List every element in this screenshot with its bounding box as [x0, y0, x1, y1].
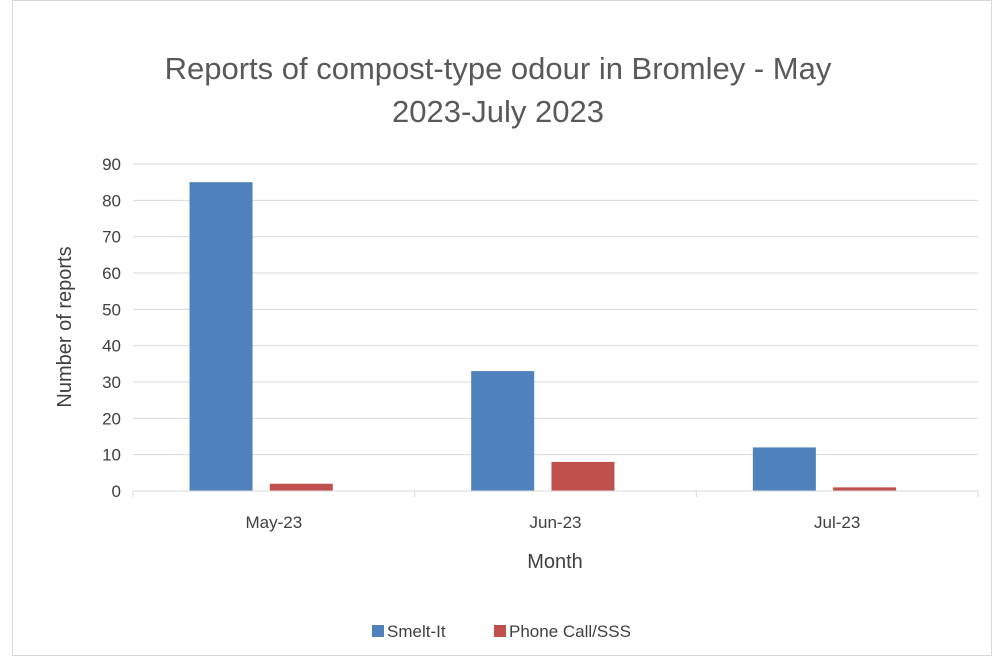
y-axis-ticks: 0 10 20 30 40 50 60 70 80 90	[102, 155, 121, 501]
y-tick-label: 0	[112, 482, 121, 501]
bar-smelt-it-2	[752, 447, 816, 491]
chart-title-line-2: 2023-July 2023	[392, 94, 604, 129]
gridlines	[133, 163, 978, 456]
y-tick-label: 10	[102, 446, 121, 465]
x-tick-label: Jul-23	[814, 513, 860, 532]
chart-title-line-1: Reports of compost-type odour in Bromley…	[165, 51, 832, 86]
y-tick-label: 30	[102, 373, 121, 392]
legend-swatch-phone-call-sss	[494, 625, 506, 637]
y-tick-label: 80	[102, 191, 121, 210]
bar-phone-call-sss-1	[551, 461, 615, 491]
y-tick-label: 50	[102, 300, 121, 319]
legend-label: Smelt-It	[387, 622, 446, 641]
x-tick-label: May-23	[245, 513, 302, 532]
x-axis-title: Month	[527, 551, 583, 573]
y-tick-label: 20	[102, 409, 121, 428]
bars	[189, 182, 897, 491]
y-tick-label: 90	[102, 155, 121, 174]
legend-swatch-smelt-it	[372, 625, 384, 637]
x-tick-label: Jun-23	[530, 513, 582, 532]
bar-phone-call-sss-0	[269, 483, 333, 491]
y-tick-label: 60	[102, 264, 121, 283]
bar-phone-call-sss-2	[833, 487, 897, 491]
y-tick-label: 70	[102, 228, 121, 247]
legend: Smelt-It Phone Call/SSS	[372, 622, 631, 641]
bar-chart: Reports of compost-type odour in Bromley…	[54, 51, 979, 641]
bar-smelt-it-1	[471, 371, 535, 491]
y-tick-label: 40	[102, 337, 121, 356]
chart-area: Reports of compost-type odour in Bromley…	[12, 0, 992, 656]
bar-smelt-it-0	[189, 182, 253, 491]
x-axis-ticks: May-23 Jun-23 Jul-23	[245, 513, 860, 532]
legend-label: Phone Call/SSS	[509, 622, 631, 641]
y-axis-title: Number of reports	[54, 246, 76, 407]
x-axis	[132, 490, 979, 497]
